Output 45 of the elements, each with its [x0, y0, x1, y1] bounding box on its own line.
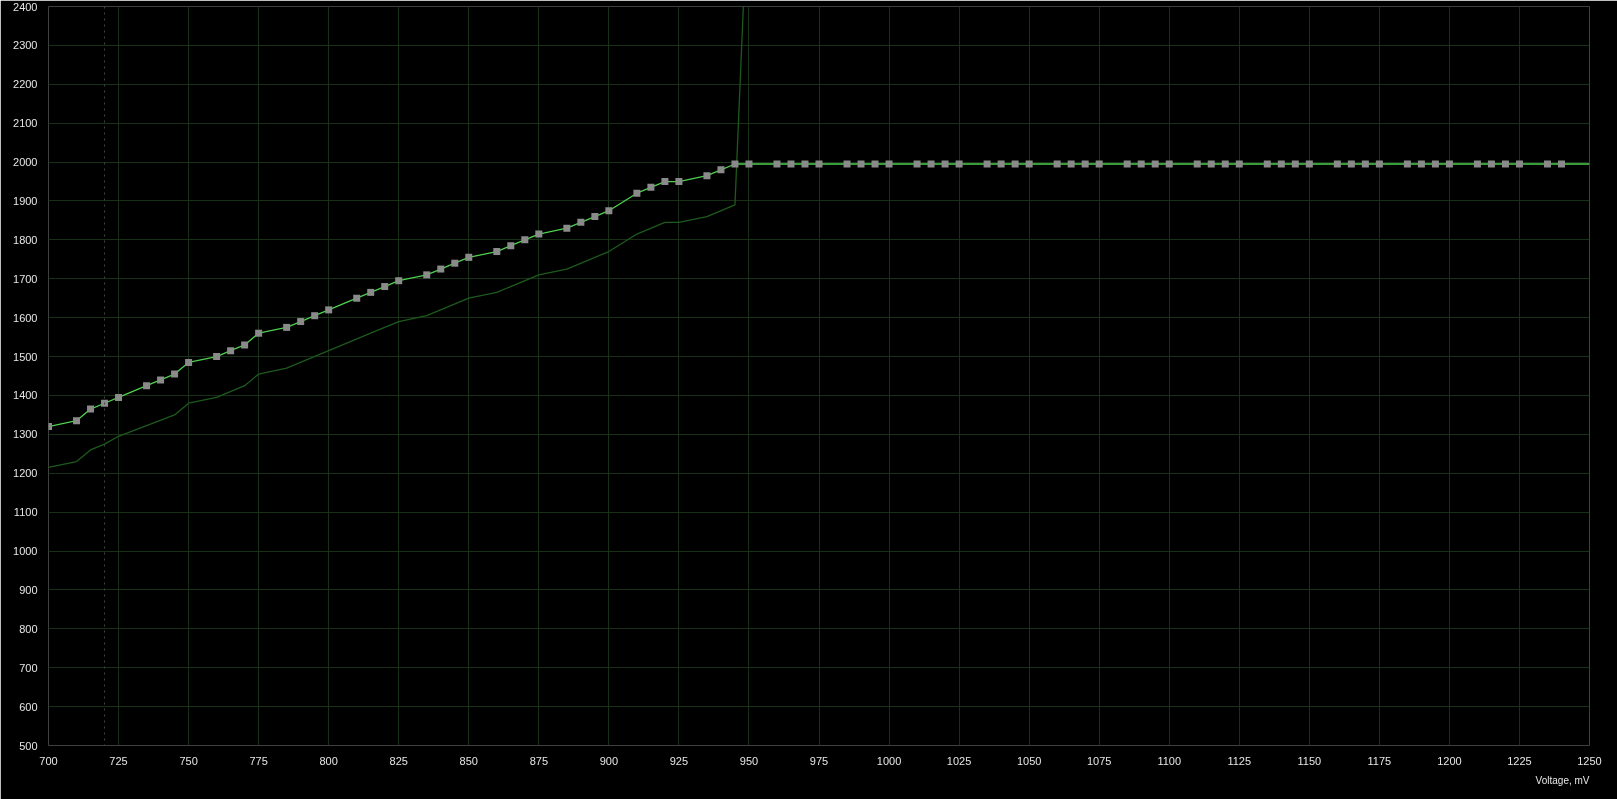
y-tick-label: 1800 [13, 233, 38, 246]
x-tick-label: 925 [669, 754, 689, 767]
x-tick-label: 700 [39, 754, 58, 767]
x-tick-label: 1025 [946, 754, 972, 767]
y-tick-label: 1600 [13, 311, 38, 324]
y-tick-label: 1400 [13, 389, 38, 402]
y-tick-label: 2200 [13, 78, 38, 91]
x-tick-label: 875 [529, 754, 548, 767]
y-tick-label: 800 [19, 622, 38, 635]
x-tick-label: 825 [389, 754, 408, 767]
x-tick-label: 750 [179, 754, 198, 767]
y-tick-label: 2100 [13, 117, 38, 130]
line-series [48, 6, 744, 469]
y-tick-label: 1200 [13, 467, 38, 480]
x-tick-label: 850 [459, 754, 478, 767]
x-tick-label: 1250 [1577, 754, 1602, 767]
x-tick-label: 1000 [876, 754, 902, 767]
x-tick-label: 1225 [1507, 754, 1532, 767]
x-tick-label: 1200 [1437, 754, 1462, 767]
x-tick-label: 1050 [1016, 754, 1042, 767]
x-tick-label: 1150 [1297, 754, 1322, 767]
y-tick-label: 1900 [13, 194, 38, 207]
x-tick-label: 975 [809, 754, 829, 767]
x-tick-label: 1125 [1227, 754, 1252, 767]
y-tick-label: 900 [19, 583, 38, 596]
x-tick-label: 775 [249, 754, 268, 767]
y-tick-label: 2400 [13, 0, 38, 13]
y-tick-label: 2000 [13, 156, 38, 169]
x-tick-label: 800 [319, 754, 338, 767]
y-tick-label: 500 [19, 739, 38, 752]
x-tick-label: 725 [109, 754, 128, 767]
x-tick-label: 1100 [1157, 754, 1182, 767]
y-tick-label: 1100 [13, 506, 38, 519]
y-tick-label: 600 [19, 700, 38, 713]
y-tick-label: 1300 [13, 428, 38, 441]
y-tick-label: 1000 [13, 545, 38, 558]
x-tick-label: 1075 [1086, 754, 1112, 767]
x-tick-label: 900 [599, 754, 619, 767]
x-tick-label: 950 [739, 754, 759, 767]
y-tick-label: 700 [19, 661, 38, 674]
y-tick-label: 1700 [13, 272, 38, 285]
y-tick-label: 1500 [13, 350, 38, 363]
x-axis-title: Voltage, mV [1535, 774, 1590, 786]
y-tick-label: 2300 [13, 39, 38, 52]
x-tick-label: 1175 [1367, 754, 1392, 767]
